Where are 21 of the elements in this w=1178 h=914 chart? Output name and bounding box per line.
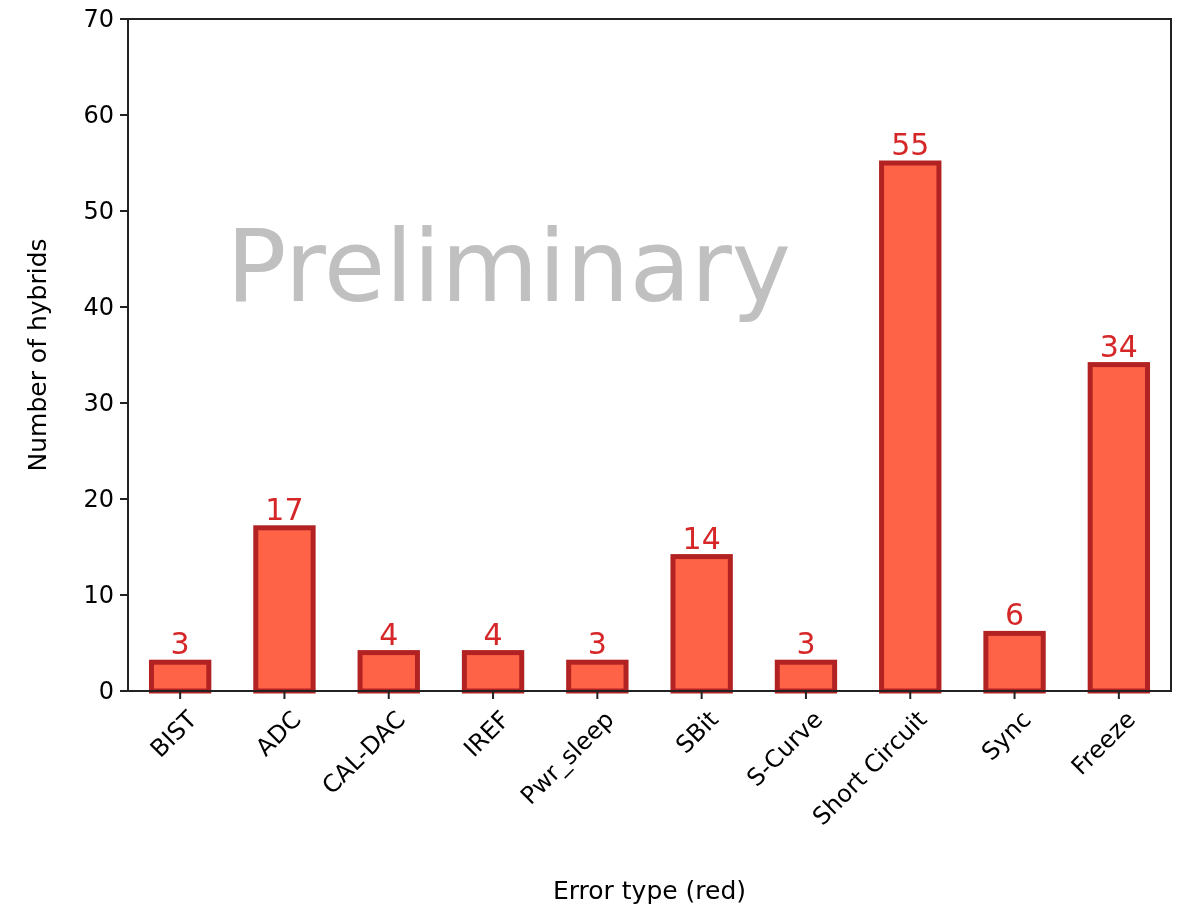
data-label: 14 xyxy=(682,520,721,556)
data-label: 3 xyxy=(170,626,190,662)
y-tick-label: 0 xyxy=(98,677,114,706)
y-axis-title: Number of hybrids xyxy=(23,238,52,472)
x-axis-title: Error type (red) xyxy=(552,876,747,905)
y-tick-label: 70 xyxy=(83,5,114,34)
data-label: 55 xyxy=(891,127,930,162)
y-tick-label: 10 xyxy=(83,581,114,610)
y-tick-label: 40 xyxy=(83,293,114,322)
y-tick-label: 50 xyxy=(83,197,114,226)
data-label: 3 xyxy=(587,626,607,662)
data-label: 3 xyxy=(796,626,816,662)
y-tick-label: 20 xyxy=(83,485,114,514)
data-label: 17 xyxy=(265,491,304,527)
data-label: 6 xyxy=(1005,597,1025,633)
data-label: 4 xyxy=(379,616,399,652)
annotation: Preliminary xyxy=(226,208,792,326)
y-tick-label: 60 xyxy=(83,101,114,130)
data-label: 34 xyxy=(1099,328,1138,364)
data-label: 4 xyxy=(483,616,503,652)
y-tick-label: 30 xyxy=(83,389,114,418)
